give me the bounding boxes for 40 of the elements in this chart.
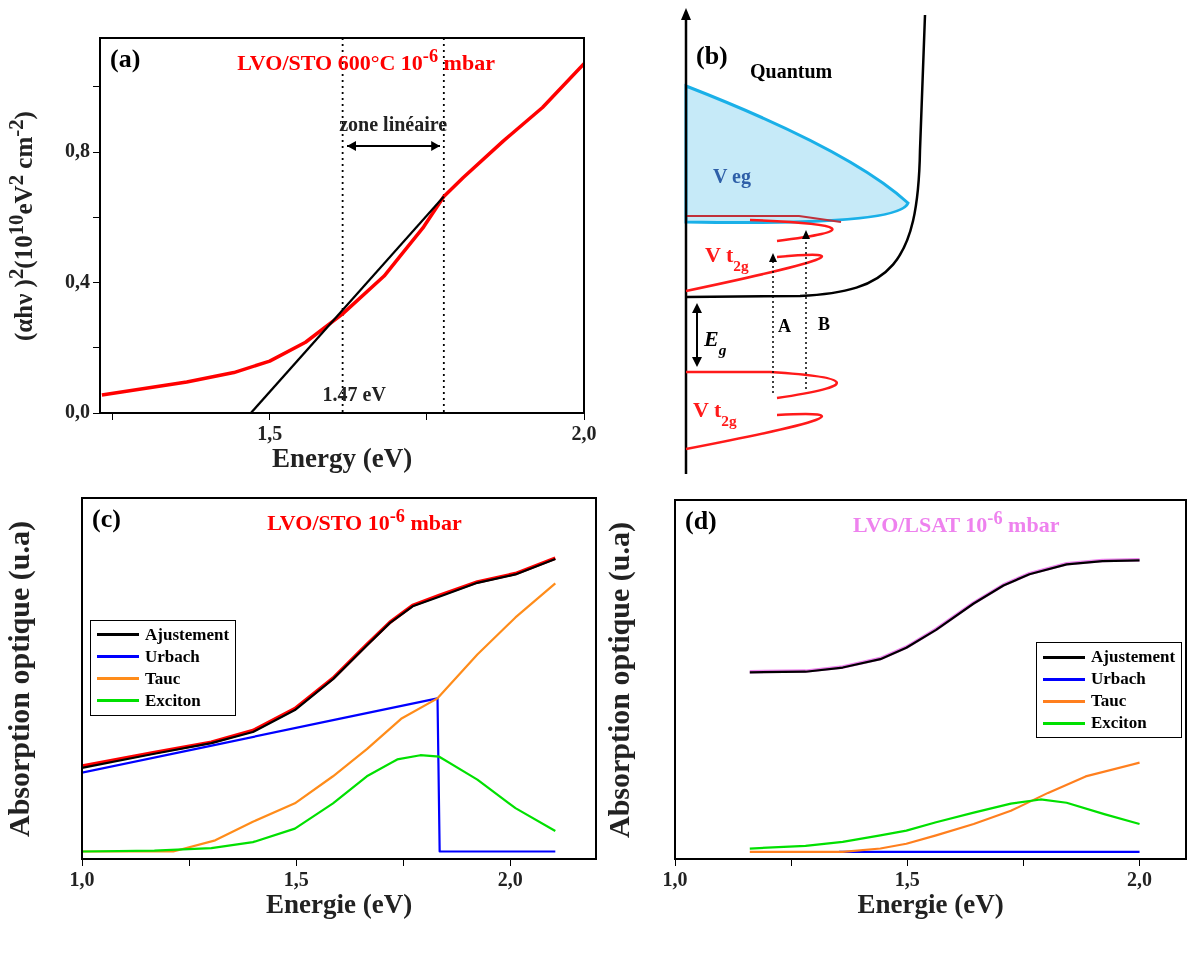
text: (b) — [696, 41, 728, 70]
chart-title: (c) — [92, 504, 121, 534]
annotation: zone linéaire — [339, 112, 448, 136]
x-tick-label: 1,5 — [283, 868, 309, 891]
chart-title: (a) — [110, 44, 141, 74]
legend-label: Tauc — [145, 668, 181, 689]
y-tick-label: 0,8 — [65, 139, 90, 162]
y-tick-label: 0,0 — [65, 400, 90, 423]
legend-label: Ajustement — [145, 624, 230, 645]
x-tick-label: 1,5 — [894, 868, 920, 891]
text: A — [778, 316, 791, 336]
legend-label: Exciton — [145, 690, 201, 711]
legend-label: Tauc — [1091, 691, 1127, 712]
legend-label: Urbach — [1091, 669, 1146, 690]
x-tick-label: 2,0 — [1127, 868, 1153, 891]
x-axis-title: Energy (eV) — [272, 443, 413, 474]
text: E$_{g}$ — [703, 326, 727, 358]
x-tick-label: 1,0 — [662, 868, 688, 891]
x-axis-title: Energie (eV) — [857, 889, 1004, 920]
text: Quantum — [750, 60, 833, 82]
chart-subtitle: LVO/STO 10$^{-6}$ mbar — [267, 506, 462, 537]
chart-title: (d) — [685, 506, 717, 536]
chart-subtitle: LVO/LSAT 10$^{-6}$ mbar — [853, 508, 1060, 539]
y-tick-label: 0,4 — [65, 269, 90, 292]
text: LVO/STO 600°C 10$^{-6}$ mbar — [237, 46, 495, 77]
text: B — [818, 314, 831, 334]
x-tick-label: 1,5 — [257, 422, 283, 445]
x-tick-label: 1,0 — [69, 868, 95, 891]
legend-label: Urbach — [145, 646, 200, 667]
y-axis-title: Absorption optique (u.a) — [2, 520, 36, 837]
y-axis-title: Absorption optique (u.a) — [602, 521, 636, 838]
annotation: 1.47 eV — [322, 382, 386, 406]
text: V eg — [713, 165, 751, 188]
text: V t$_{2g}$ — [705, 242, 750, 274]
legend-label: Exciton — [1091, 713, 1147, 734]
x-tick-label: 2,0 — [571, 422, 597, 445]
x-axis-title: Energie (eV) — [266, 889, 413, 920]
legend-label: Ajustement — [1091, 647, 1176, 668]
x-tick-label: 2,0 — [497, 868, 523, 891]
text: V t$_{2g}$ — [693, 397, 738, 429]
